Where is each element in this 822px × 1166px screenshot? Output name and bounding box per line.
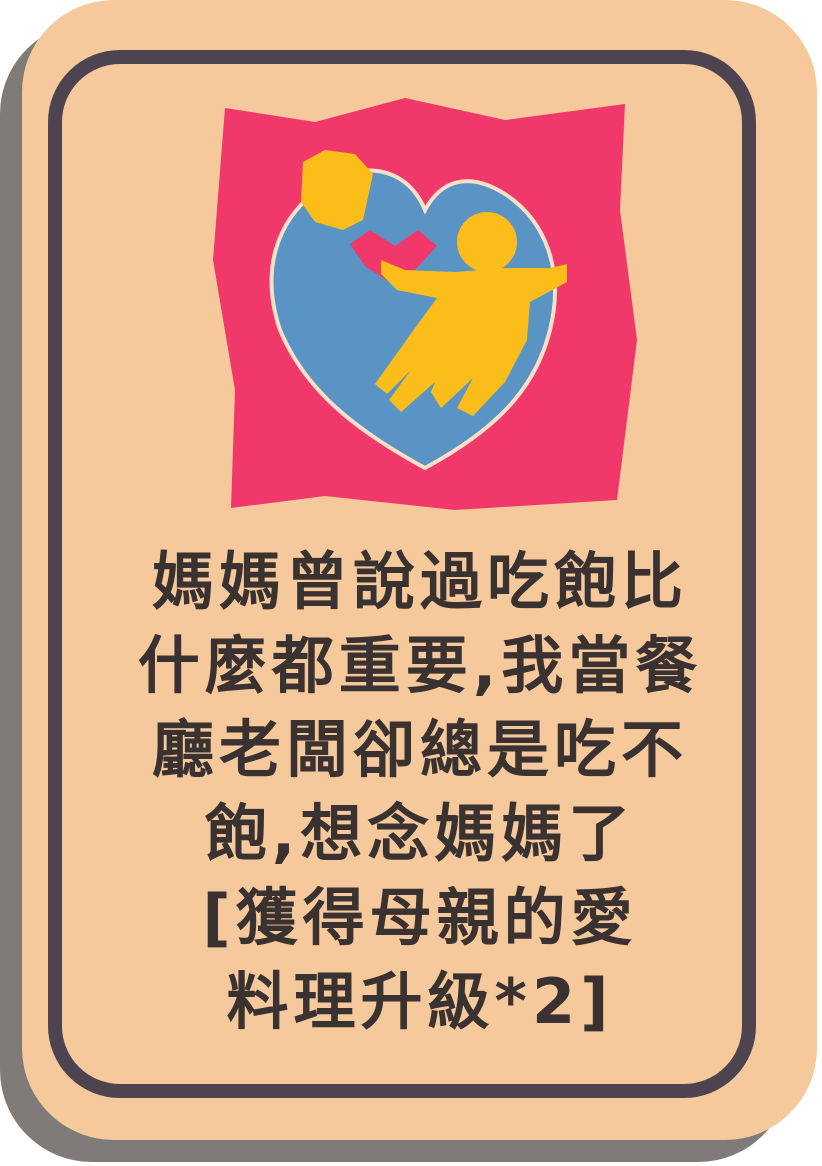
description-line: 飽,想念媽媽了 bbox=[204, 797, 636, 870]
description-line: 廳老闆卻總是吃不 bbox=[151, 713, 688, 786]
mother-hand-shape bbox=[301, 150, 373, 230]
card-frame bbox=[48, 50, 756, 1098]
reward-line: [獲得母親的愛 bbox=[202, 881, 638, 954]
small-red-heart bbox=[350, 230, 437, 286]
heart-mother-child-icon bbox=[213, 98, 637, 510]
card-description: 媽媽曾說過吃飽比 什麼都重要,我當餐 廳老闆卻總是吃不 飽,想念媽媽了 [獲得母… bbox=[100, 540, 740, 1044]
description-line: 媽媽曾說過吃飽比 bbox=[151, 545, 688, 618]
child-head bbox=[457, 212, 517, 272]
reward-line: 料理升級*2] bbox=[226, 965, 614, 1038]
child-body bbox=[375, 260, 567, 416]
description-line: 什麼都重要,我當餐 bbox=[137, 629, 703, 702]
